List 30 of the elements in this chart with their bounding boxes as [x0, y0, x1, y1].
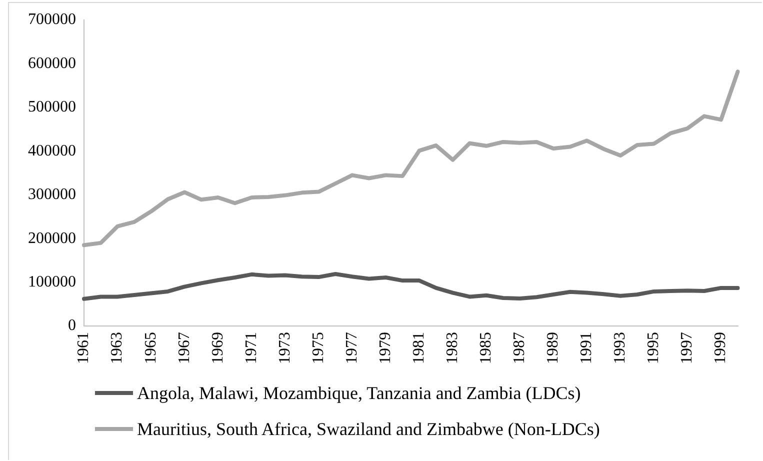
x-tick-label: 1995 [645, 332, 662, 364]
x-tick-label: 1981 [410, 332, 428, 364]
x-tick-label: 1967 [176, 332, 193, 364]
y-tick-label: 600000 [28, 54, 76, 72]
x-tick-label: 1985 [478, 332, 495, 364]
y-tick-label: 0 [68, 317, 76, 334]
x-tick-label: 1997 [678, 332, 696, 364]
x-tick-label: 1977 [343, 332, 360, 364]
x-tick-label: 1965 [142, 332, 160, 364]
y-tick-label: 300000 [28, 186, 76, 204]
legend-label: Mauritius, South Africa, Swaziland and Zimbabwe (Non-LDCs) [137, 418, 600, 440]
x-tick-label: 1963 [108, 332, 126, 364]
x-tick-label: 1975 [310, 332, 327, 364]
x-tick-label: 1989 [544, 332, 562, 364]
x-tick-label: 1961 [75, 332, 92, 364]
x-tick-label: 1991 [578, 332, 596, 364]
y-tick-label: 500000 [28, 98, 76, 116]
x-tick-label: 1971 [242, 332, 260, 364]
x-tick-label: 1973 [276, 332, 294, 364]
x-tick-label: 1983 [444, 332, 462, 364]
y-tick-label: 400000 [28, 142, 76, 160]
legend-label: Angola, Malawi, Mozambique, Tanzania and Zambia (LDCs) [137, 382, 581, 404]
y-tick-label: 200000 [28, 230, 76, 247]
x-tick-label: 1969 [209, 332, 226, 364]
y-tick-label: 700000 [28, 11, 76, 28]
y-tick-label: 100000 [28, 273, 76, 290]
x-tick-label: 1987 [511, 332, 528, 364]
x-tick-label: 1999 [712, 332, 730, 364]
x-tick-label: 1993 [612, 332, 629, 364]
x-tick-label: 1979 [376, 332, 394, 364]
